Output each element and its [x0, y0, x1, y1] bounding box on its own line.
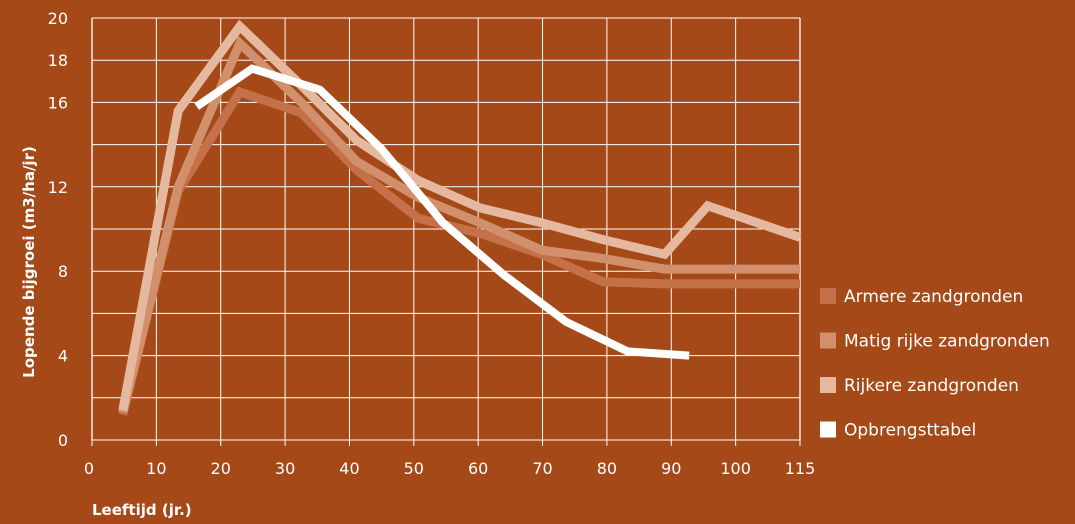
y-axis-ticks: 0 4 8 12 16 18 20 [48, 9, 68, 450]
x-tick-label: 30 [275, 459, 295, 478]
x-tick-label: 70 [532, 459, 552, 478]
legend-label: Armere zandgronden [844, 287, 1023, 307]
x-tick-label: 50 [404, 459, 424, 478]
x-tick-label: 100 [720, 459, 751, 478]
series-line [194, 64, 690, 360]
x-tick-label: 115 [785, 459, 816, 478]
series-line [118, 19, 802, 412]
series-lines [118, 19, 802, 416]
legend-swatch [820, 421, 836, 438]
y-tick-label: 16 [48, 93, 68, 112]
legend-swatch [820, 377, 836, 393]
x-axis-ticks: 0 10 20 30 40 50 60 70 80 90 100 115 [84, 459, 815, 478]
y-axis-title: Lopende bijgroei (m3/ha/jr) [20, 146, 38, 378]
legend-item: Rijkere zandgronden [820, 376, 1019, 396]
y-tick-label: 20 [48, 9, 68, 28]
legend-swatch [820, 288, 836, 304]
legend-item: Armere zandgronden [820, 287, 1023, 307]
x-tick-label: 90 [661, 459, 681, 478]
legend-label: Opbrengsttabel [844, 421, 976, 441]
legend-label: Rijkere zandgronden [844, 376, 1019, 396]
y-tick-label: 8 [58, 262, 68, 281]
series-line [118, 86, 800, 416]
y-tick-label: 0 [58, 431, 68, 450]
legend-swatch [820, 332, 836, 349]
legend-item: Matig rijke zandgronden [820, 332, 1050, 352]
x-tick-label: 80 [597, 459, 617, 478]
x-axis-title: Leeftijd (jr.) [92, 501, 192, 519]
x-tick-label: 0 [84, 459, 94, 478]
legend: Armere zandgronden Matig rijke zandgronde… [820, 287, 1050, 441]
y-tick-label: 18 [48, 51, 68, 70]
y-tick-label: 12 [48, 178, 68, 197]
x-tick-label: 40 [339, 459, 359, 478]
legend-item: Opbrengsttabel [820, 421, 976, 441]
y-tick-label: 4 [58, 347, 68, 366]
x-tick-label: 20 [211, 459, 231, 478]
x-tick-label: 60 [468, 459, 488, 478]
legend-label: Matig rijke zandgronden [844, 332, 1050, 352]
x-tick-label: 10 [146, 459, 166, 478]
